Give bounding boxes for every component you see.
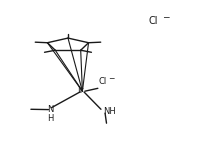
- Text: −: −: [162, 12, 170, 21]
- Text: Cl: Cl: [98, 77, 107, 86]
- Text: N: N: [47, 105, 54, 114]
- Text: H: H: [47, 114, 54, 123]
- Text: Ir: Ir: [77, 86, 83, 95]
- Text: NH: NH: [103, 107, 116, 116]
- Text: −: −: [109, 74, 115, 83]
- Text: Cl: Cl: [148, 16, 158, 26]
